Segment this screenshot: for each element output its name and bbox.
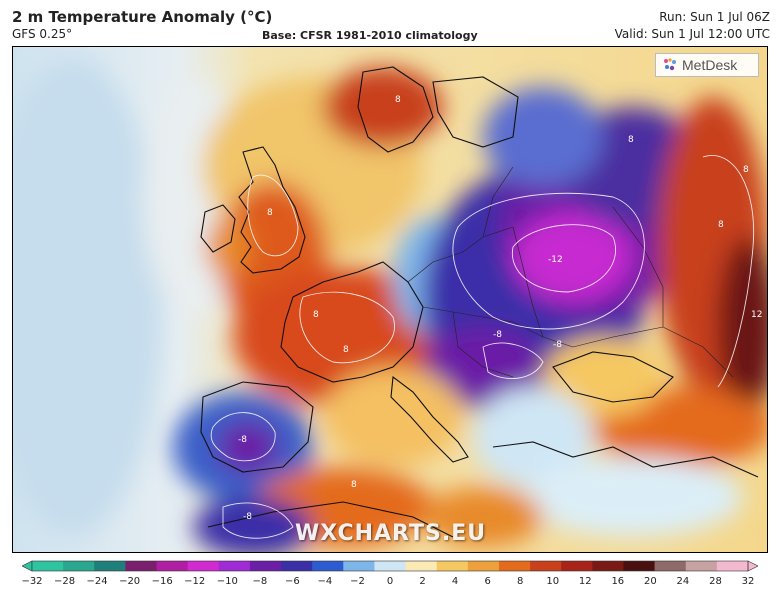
colorbar-segment	[281, 561, 313, 571]
colorbar-tick-label: 12	[578, 576, 592, 587]
colorbar-tick-label: −6	[284, 576, 300, 587]
contour-label: -12	[548, 255, 563, 265]
contour-label: -8	[553, 340, 562, 350]
colorbar-tick-label: 8	[516, 576, 524, 587]
colorbar-segment	[623, 561, 656, 571]
colorbar-tick-label: −16	[151, 576, 173, 587]
colorbar-tick-label: −4	[317, 576, 333, 587]
colorbar-tick-label: −24	[86, 576, 108, 587]
colorbar-segment	[592, 561, 624, 571]
colorbar-right-arrow	[747, 560, 758, 572]
colorbar-tick-label: 4	[451, 576, 459, 587]
metdesk-logo-text: MetDesk	[682, 57, 738, 73]
colorbar-tick-label: 28	[709, 576, 722, 587]
contour-label: 12	[751, 310, 762, 320]
colorbar-tick-label: 0	[386, 576, 394, 587]
run-time-label: Run: Sun 1 Jul 06Z	[659, 10, 770, 24]
anomaly-field	[13, 57, 767, 552]
colorbar	[22, 560, 758, 572]
wxcharts-watermark: WXCHARTS.EU	[295, 521, 487, 546]
contour-label: 8	[628, 135, 634, 145]
chart-title: 2 m Temperature Anomaly (°C)	[12, 8, 273, 26]
colorbar-segment	[654, 561, 687, 571]
colorbar-tick-label: −20	[119, 576, 141, 587]
colorbar-segment	[685, 561, 718, 571]
colorbar-tick-label: 6	[484, 576, 491, 587]
model-label: GFS 0.25°	[12, 27, 73, 41]
finland-outline	[432, 76, 519, 148]
colorbar-ticks: −32 −28 −24 −20 −16 −12 −10 −8 −6 −4 −2 0 2 4 6 8 10 12 16…	[0, 574, 782, 592]
colorbar-segment	[561, 561, 593, 571]
colorbar-border	[31, 560, 749, 572]
colorbar-tick-label: 2	[419, 576, 426, 587]
colorbar-tick-label: 16	[611, 576, 625, 587]
black-sea-outline	[552, 351, 674, 403]
temperature-anomaly-map: 8 8 8 8 8 -12 -8 -8 8 8 12 -8 -8 8 MetDe…	[12, 46, 768, 553]
italy-outline	[390, 375, 469, 463]
colorbar-segment	[63, 561, 95, 571]
colorbar-left-arrow	[22, 560, 33, 572]
chart-header: 2 m Temperature Anomaly (°C) GFS 0.25° B…	[0, 0, 782, 46]
colorbar-segment	[32, 561, 64, 571]
colorbar-segment	[716, 561, 749, 571]
colorbar-tick-label: −8	[252, 576, 268, 587]
colorbar-segment	[125, 561, 158, 571]
ireland-outline	[200, 204, 236, 253]
colorbar-tick-label: 32	[741, 576, 755, 587]
contour-label: 8	[395, 95, 401, 105]
coastlines	[200, 66, 759, 538]
contour-label: -8	[238, 435, 247, 445]
great-britain-outline	[238, 146, 306, 274]
colorbar-tick-label: −32	[21, 576, 43, 587]
colorbar-segment	[312, 561, 344, 571]
france-outline	[280, 261, 424, 383]
north-africa-coast	[207, 501, 454, 538]
contour-label: 8	[267, 208, 273, 218]
climatology-base-label: Base: CFSR 1981-2010 climatology	[262, 29, 478, 42]
colorbar-segment	[249, 561, 282, 571]
contour-label: 8	[343, 345, 349, 355]
contour-label: -8	[243, 512, 252, 522]
colorbar-tick-label: −28	[53, 576, 76, 587]
colorbar-segment	[343, 561, 375, 571]
colorbar-segment	[405, 561, 438, 571]
colorbar-segment	[467, 561, 500, 571]
map-canvas: 8 8 8 8 8 -12 -8 -8 8 8 12 -8 -8 8	[13, 47, 767, 552]
contour-label: 8	[351, 480, 357, 490]
anatolia-coast	[492, 441, 759, 478]
metdesk-logo-icon	[664, 58, 676, 71]
scandinavia-outline	[357, 66, 434, 153]
colorbar-segment	[498, 561, 531, 571]
colorbar-tick-label: 20	[643, 576, 657, 587]
anomaly-contours	[210, 155, 755, 539]
colorbar-segment	[436, 561, 469, 571]
contour-label: 8	[743, 165, 749, 175]
contour-label: -8	[493, 330, 502, 340]
colorbar-tick-label: −10	[216, 576, 238, 587]
colorbar-segment	[374, 561, 407, 571]
iberia-outline	[200, 381, 314, 473]
colorbar-tick-label: 24	[676, 576, 690, 587]
contour-label: 8	[718, 220, 724, 230]
colorbar-segment	[218, 561, 251, 571]
colorbar-tick-label: −2	[350, 576, 365, 587]
colorbar-segment	[156, 561, 189, 571]
contour-labels: 8 8 8 8 8 -12 -8 -8 8 8 12 -8 -8 8	[238, 95, 762, 522]
contour-label: 8	[313, 310, 319, 320]
colorbar-segment	[94, 561, 126, 571]
colorbar-segment	[530, 561, 562, 571]
metdesk-logo: MetDesk	[655, 53, 759, 77]
colorbar-segment	[187, 561, 220, 571]
colorbar-tick-label: −12	[184, 576, 206, 587]
colorbar-tick-label: 10	[546, 576, 560, 587]
valid-time-label: Valid: Sun 1 Jul 12:00 UTC	[614, 27, 770, 41]
